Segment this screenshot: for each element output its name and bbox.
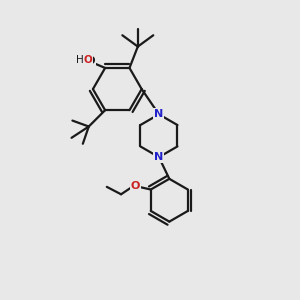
Text: HO: HO	[78, 56, 95, 65]
Text: O: O	[130, 181, 140, 191]
Text: O: O	[84, 55, 93, 65]
Text: N: N	[154, 152, 164, 162]
Text: N: N	[154, 109, 164, 119]
Text: H: H	[76, 55, 84, 65]
